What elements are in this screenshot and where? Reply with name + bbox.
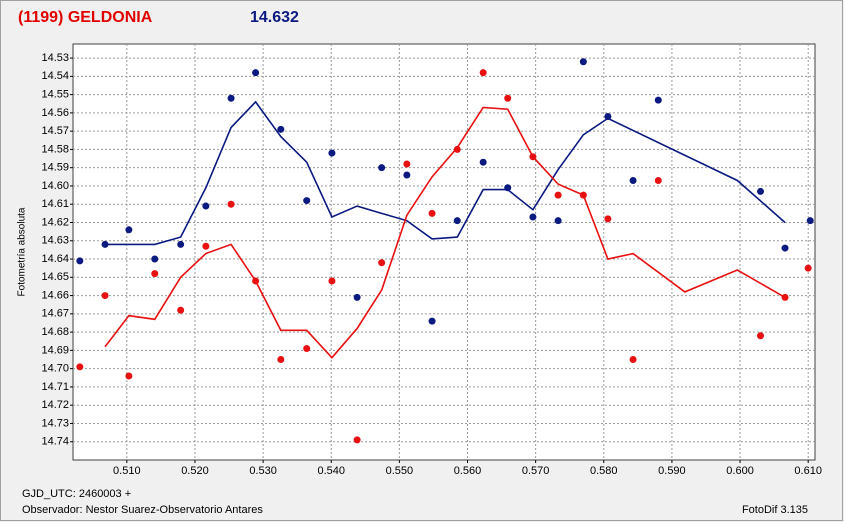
x-tick-label: 0.610 xyxy=(794,465,822,477)
x-tick-label: 0.520 xyxy=(181,465,209,477)
data-point xyxy=(579,58,587,66)
mean-magnitude: 14.632 xyxy=(250,9,299,26)
data-point xyxy=(529,213,537,221)
x-tick-label: 0.560 xyxy=(454,465,482,477)
data-point xyxy=(629,176,637,184)
y-tick-label: 14.73 xyxy=(41,417,69,429)
data-point xyxy=(328,277,336,285)
y-tick-label: 14.54 xyxy=(41,70,69,82)
data-point xyxy=(202,202,210,210)
y-tick-label: 14.70 xyxy=(41,363,69,375)
data-point xyxy=(629,356,637,364)
series-line xyxy=(104,106,786,359)
data-point xyxy=(227,94,235,102)
data-point xyxy=(604,215,612,223)
data-point xyxy=(101,292,109,300)
data-point xyxy=(151,255,159,263)
y-tick-label: 14.61 xyxy=(41,198,69,210)
data-point xyxy=(76,363,84,371)
x-tick-label: 0.570 xyxy=(522,465,550,477)
data-point xyxy=(453,217,461,225)
data-point xyxy=(353,436,361,444)
data-point xyxy=(303,197,311,205)
y-tick-label: 14.62 xyxy=(41,216,69,228)
y-tick-label: 14.67 xyxy=(41,308,69,320)
data-point xyxy=(428,209,436,217)
data-point xyxy=(227,200,235,208)
series-line xyxy=(105,100,786,246)
data-point xyxy=(756,187,764,195)
data-point xyxy=(177,240,185,248)
data-point xyxy=(604,113,612,121)
y-tick-label: 14.60 xyxy=(41,180,69,192)
data-point xyxy=(403,171,411,179)
data-point xyxy=(428,317,436,325)
y-tick-label: 14.69 xyxy=(41,344,69,356)
data-point xyxy=(504,94,512,102)
x-tick-label: 0.550 xyxy=(386,465,414,477)
y-tick-label: 14.65 xyxy=(41,271,69,283)
data-point xyxy=(177,306,185,314)
x-tick-label: 0.540 xyxy=(317,465,345,477)
footer-software: FotoDif 3.135 xyxy=(742,504,808,516)
data-point xyxy=(353,293,361,301)
y-tick-label: 14.68 xyxy=(41,326,69,338)
object-title: (1199) GELDONIA xyxy=(18,9,153,26)
x-tick-label: 0.580 xyxy=(590,465,618,477)
data-point xyxy=(554,217,562,225)
y-tick-label: 14.64 xyxy=(41,253,69,265)
x-tick-label: 0.600 xyxy=(726,465,754,477)
data-point xyxy=(303,345,311,353)
footer-jd: GJD_UTC: 2460003 + xyxy=(22,488,131,500)
data-point xyxy=(328,149,336,157)
y-tick-label: 14.71 xyxy=(41,381,69,393)
data-point xyxy=(403,160,411,168)
y-tick-label: 14.59 xyxy=(41,162,69,174)
data-point xyxy=(806,217,814,225)
footer-observer: Observador: Nestor Suarez-Observatorio A… xyxy=(22,504,263,516)
data-point xyxy=(277,356,285,364)
data-point xyxy=(781,244,789,252)
y-tick-label: 14.66 xyxy=(41,289,69,301)
data-point xyxy=(125,372,133,380)
x-tick-label: 0.510 xyxy=(113,465,141,477)
y-axis-label: Fotometría absoluta xyxy=(17,207,28,296)
y-tick-label: 14.55 xyxy=(41,89,69,101)
y-tick-label: 14.57 xyxy=(41,125,69,137)
plot-area xyxy=(72,43,816,461)
data-point xyxy=(654,176,662,184)
data-point xyxy=(378,259,386,267)
y-tick-label: 14.74 xyxy=(41,436,69,448)
y-tick-label: 14.53 xyxy=(41,52,69,64)
y-tick-label: 14.63 xyxy=(41,235,69,247)
data-point xyxy=(76,257,84,265)
y-tick-label: 14.72 xyxy=(41,399,69,411)
data-point xyxy=(378,164,386,172)
y-tick-label: 14.58 xyxy=(41,143,69,155)
data-point xyxy=(554,191,562,199)
data-point xyxy=(151,270,159,278)
y-tick-label: 14.56 xyxy=(41,107,69,119)
data-point xyxy=(252,69,260,77)
data-point xyxy=(202,242,210,250)
data-point xyxy=(756,332,764,340)
x-tick-label: 0.590 xyxy=(658,465,686,477)
data-point xyxy=(479,158,487,166)
data-point xyxy=(277,125,285,133)
data-point xyxy=(453,145,461,153)
data-point xyxy=(125,226,133,234)
data-point xyxy=(804,264,812,272)
x-tick-label: 0.530 xyxy=(249,465,277,477)
data-point xyxy=(479,69,487,77)
data-point xyxy=(654,96,662,104)
